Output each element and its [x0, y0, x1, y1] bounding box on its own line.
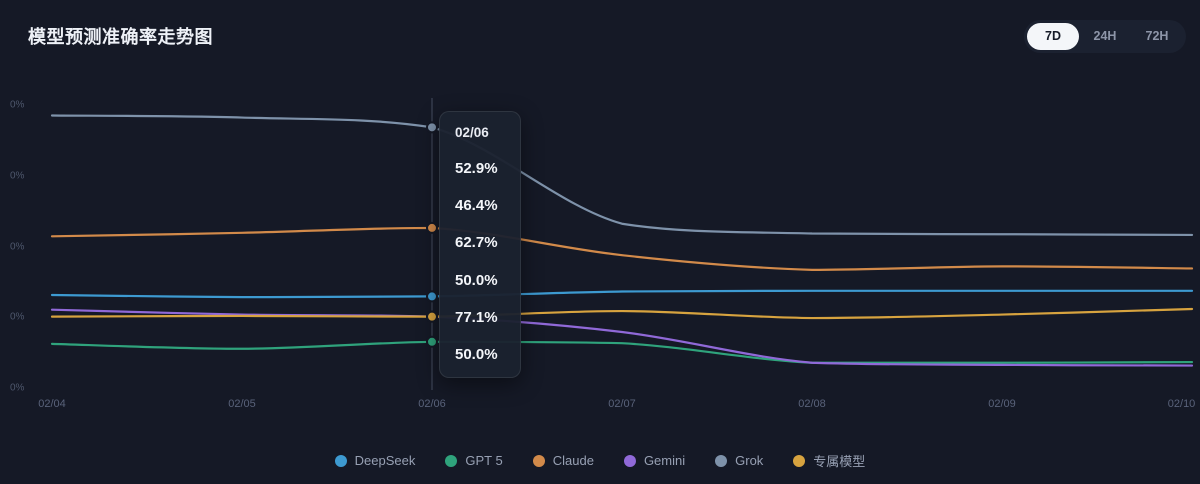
- tooltip-value: 62.7%: [455, 234, 498, 252]
- time-range-switcher: 7D 24H 72H: [1024, 19, 1186, 53]
- y-axis-label: 0%: [10, 170, 25, 182]
- legend-item-claude[interactable]: Claude: [532, 453, 594, 468]
- range-button-72h[interactable]: 72H: [1145, 28, 1169, 43]
- legend-label: Grok: [735, 453, 764, 468]
- range-button-24h[interactable]: 24H: [1093, 28, 1117, 43]
- highlight-dot-deepseek: [426, 290, 438, 303]
- y-axis-label: 0%: [10, 382, 25, 394]
- x-axis-label: 02/08: [798, 398, 826, 410]
- legend-item-deepseek[interactable]: DeepSeek: [334, 453, 416, 468]
- legend-label: Gemini: [643, 453, 686, 468]
- legend-label: Claude: [552, 453, 594, 468]
- legend-item-gpt-5[interactable]: GPT 5: [445, 453, 503, 468]
- x-axis-label: 02/05: [228, 398, 256, 410]
- highlight-dot-claude: [426, 221, 438, 234]
- y-axis-label: 0%: [10, 99, 25, 111]
- legend-item-grok[interactable]: Grok: [715, 453, 763, 468]
- tooltip-value: 50.0%: [455, 345, 498, 363]
- legend-item-专属模型[interactable]: 专属模型: [793, 451, 865, 470]
- y-axis-label: 0%: [10, 311, 25, 323]
- x-axis-label: 02/10: [1167, 398, 1196, 410]
- series-line-gpt-5: [50, 340, 1194, 364]
- chart-tooltip: 02/06 52.9% 46.4% 62.7% 50.0% 77.1% 50.0%: [439, 111, 521, 378]
- range-button-7d[interactable]: 7D: [1027, 22, 1079, 50]
- series-line-专属模型: [50, 307, 1194, 320]
- legend-dot-icon: [623, 454, 636, 467]
- legend-dot-icon: [532, 454, 545, 467]
- tooltip-value: 50.0%: [455, 271, 498, 289]
- y-axis-label: 0%: [10, 241, 25, 252]
- series-line-grok: [50, 114, 1194, 237]
- x-axis-label: 02/09: [988, 398, 1016, 410]
- highlight-dot-专属模型: [426, 310, 438, 323]
- legend-label: DeepSeek: [354, 453, 416, 468]
- legend-label: GPT 5: [465, 453, 503, 468]
- highlight-dot-grok: [426, 121, 438, 134]
- legend-dot-icon: [715, 454, 728, 467]
- page-title: 模型预测准确率走势图: [28, 27, 213, 47]
- tooltip-value: 46.4%: [455, 197, 498, 215]
- tooltip-value: 52.9%: [455, 160, 498, 178]
- legend-item-gemini[interactable]: Gemini: [623, 453, 686, 468]
- x-axis-label: 02/07: [608, 398, 636, 410]
- legend-dot-icon: [445, 454, 458, 467]
- x-axis-label: 02/06: [418, 398, 446, 410]
- chart-legend: DeepSeek GPT 5 Claude Gemini Grok 专属模型: [0, 451, 1200, 470]
- legend-label: 专属模型: [813, 454, 866, 469]
- series-line-claude: [50, 226, 1194, 271]
- tooltip-value: 77.1%: [455, 308, 498, 326]
- legend-dot-icon: [334, 454, 347, 467]
- legend-dot-icon: [793, 454, 806, 467]
- series-line-deepseek: [50, 289, 1194, 299]
- tooltip-date: 02/06: [455, 125, 489, 140]
- widget-header: 模型预测准确率走势图 7D 24H 72H: [0, 0, 1200, 72]
- highlight-dot-gpt-5: [426, 335, 438, 348]
- series-line-gemini: [50, 308, 1194, 367]
- x-axis-label: 02/04: [38, 398, 66, 410]
